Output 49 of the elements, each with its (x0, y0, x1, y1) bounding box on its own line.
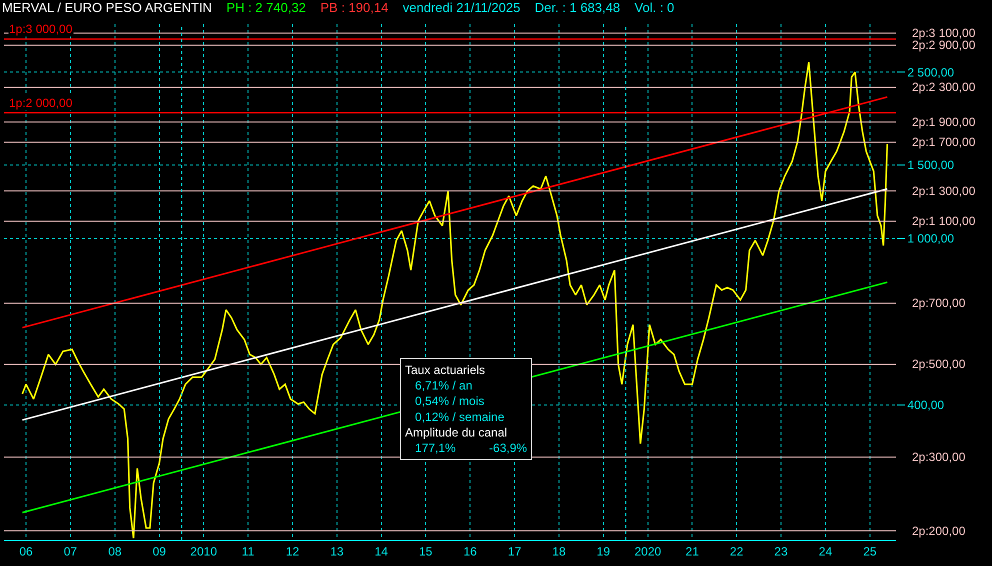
x-tick-label: 11 (242, 544, 255, 558)
ref-line-label: 2p:1 700,00 (912, 135, 976, 149)
x-tick-label: 2010 (190, 544, 218, 558)
text: PH : 2 740,32 (226, 0, 306, 16)
ref-line-label: 2p:1 100,00 (912, 214, 976, 228)
x-tick-label: 19 (596, 544, 610, 558)
text: Der. : 1 683,48 (534, 0, 620, 16)
ref-line-label: 2p:200,00 (912, 524, 966, 538)
y-tick-label: 400,00 (907, 398, 944, 412)
ref-line-label: 2p:500,00 (912, 357, 966, 371)
x-tick-label: 13 (330, 544, 344, 558)
annotation: 0,12% / semaine (415, 410, 505, 424)
x-tick-label: 06 (19, 544, 34, 558)
x-tick-label: 15 (419, 544, 433, 558)
ref-line-label: 2p:3 100,00 (912, 26, 976, 40)
y-tick-label: 2 500,00 (907, 65, 954, 80)
x-tick-label: 17 (508, 544, 522, 558)
x-tick-label: 22 (730, 544, 744, 558)
x-tick-label: 18 (552, 544, 566, 558)
x-tick-label: 21 (686, 544, 700, 558)
ref-line-label: 2p:1 300,00 (912, 184, 976, 198)
ref-line-label: 2p:700,00 (912, 296, 966, 310)
x-tick-label: 2020 (634, 544, 662, 558)
y-tick-label: 1 500,00 (907, 158, 954, 172)
x-tick-label: 08 (108, 544, 122, 558)
text: PB : 190,14 (320, 0, 388, 16)
annotation: 0,54% / mois (415, 394, 484, 408)
x-tick-label: 07 (64, 544, 78, 558)
text: Vol. : 0 (634, 0, 674, 16)
ref-line-label: 2p:2 900,00 (912, 38, 976, 52)
x-tick-label: 24 (818, 544, 832, 558)
ref-line-label: 1p:3 000,00 (9, 22, 73, 36)
y-tick-label: 1 000,00 (907, 232, 954, 246)
x-tick-label: 14 (374, 544, 388, 558)
ref-line-label: 2p:2 300,00 (912, 80, 976, 94)
x-tick-label: 09 (152, 544, 166, 558)
x-tick-label: 25 (863, 544, 877, 558)
x-tick-label: 12 (286, 544, 300, 558)
ref-line-label: 2p:1 900,00 (912, 115, 976, 129)
annotation: Taux actuariels (405, 363, 486, 377)
ref-line-label: 2p:300,00 (912, 450, 966, 464)
annotation: Amplitude du canal (405, 425, 508, 440)
annotation: 6,71% / an (415, 378, 472, 393)
x-tick-label: 16 (464, 544, 478, 558)
text: 177,1% -63,9% (415, 441, 528, 455)
x-tick-label: 23 (774, 544, 788, 558)
text: vendredi 21/11/2025 (402, 0, 520, 16)
chart-title: MERVAL / EURO PESO ARGENTIN (2, 0, 212, 16)
ref-line-label: 1p:2 000,00 (9, 96, 73, 110)
